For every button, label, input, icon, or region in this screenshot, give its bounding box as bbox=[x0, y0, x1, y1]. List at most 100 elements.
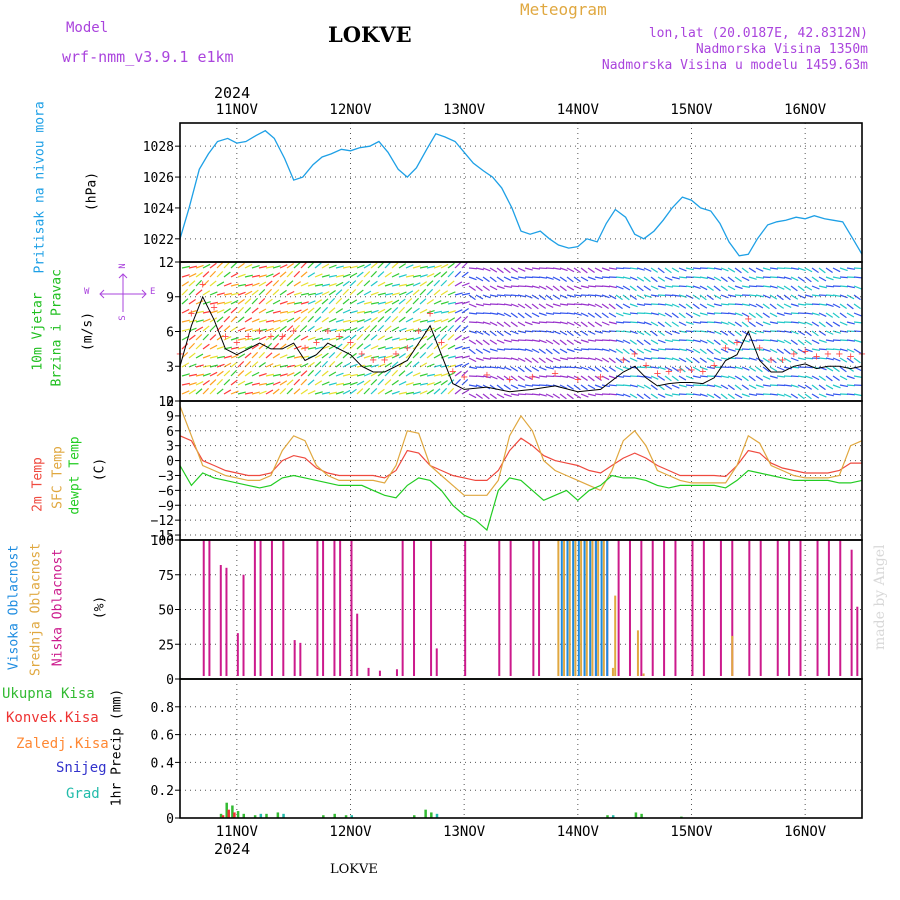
wind-barb bbox=[839, 312, 847, 319]
wind-barb bbox=[349, 299, 358, 305]
wind-barb bbox=[657, 339, 666, 344]
precip-bar bbox=[413, 815, 416, 818]
wind-barb bbox=[440, 290, 449, 296]
wind-barb bbox=[783, 339, 792, 345]
wind-barb bbox=[804, 393, 812, 400]
wind-barb bbox=[839, 321, 848, 326]
wind-gust-marker: + bbox=[460, 372, 468, 383]
wind-barb bbox=[713, 384, 722, 389]
wind-barb bbox=[811, 285, 820, 290]
wind-barb bbox=[279, 325, 287, 332]
wind-barb bbox=[769, 294, 778, 300]
wind-barb bbox=[181, 382, 190, 386]
cloud-bar bbox=[674, 540, 677, 676]
wind-barb bbox=[496, 393, 505, 399]
wind-barb bbox=[419, 328, 428, 332]
wind-barb bbox=[517, 384, 526, 388]
wind-barb bbox=[244, 381, 253, 386]
wind-barb bbox=[636, 339, 644, 346]
wind-barb bbox=[776, 321, 786, 324]
wind-barb bbox=[594, 375, 602, 382]
wind-barb bbox=[594, 330, 603, 334]
wind-barb bbox=[517, 393, 527, 396]
wind-barb bbox=[580, 321, 588, 328]
wind-barb bbox=[468, 366, 477, 370]
wind-barb bbox=[615, 285, 624, 290]
wind-barb bbox=[587, 375, 595, 382]
wind-barb bbox=[727, 393, 735, 400]
wind-barb bbox=[391, 299, 400, 305]
wind-barb bbox=[195, 353, 204, 359]
wind-barb bbox=[517, 312, 525, 319]
wind-gust-marker: + bbox=[437, 337, 445, 348]
wind-barb bbox=[426, 265, 435, 269]
wind-barb bbox=[468, 267, 478, 270]
wind-barb bbox=[286, 290, 295, 296]
wind-barb bbox=[727, 348, 736, 352]
wind-barb bbox=[419, 298, 427, 305]
wind-gust-marker: + bbox=[733, 337, 741, 348]
wind-barb bbox=[258, 274, 267, 278]
wind-gust-marker: + bbox=[221, 332, 229, 343]
wind-barb bbox=[524, 330, 534, 333]
wind-barb bbox=[685, 312, 694, 318]
legend-total-rain: Ukupna Kisa bbox=[2, 686, 95, 702]
wind-barb bbox=[349, 272, 358, 278]
cloud-bar bbox=[293, 640, 296, 676]
wind-barb bbox=[594, 366, 602, 373]
wind-barb bbox=[811, 375, 820, 381]
wind-barb bbox=[636, 348, 645, 354]
wind-barb bbox=[293, 262, 301, 269]
wind-barb bbox=[587, 330, 596, 335]
wind-barb bbox=[454, 345, 463, 350]
cloud-bar bbox=[208, 540, 211, 676]
wind-barb bbox=[300, 389, 308, 395]
wind-barb bbox=[657, 357, 667, 360]
wind-barb bbox=[279, 264, 288, 269]
y-tick-label: −6 bbox=[158, 484, 174, 499]
wind-barb bbox=[657, 267, 665, 274]
wind-barb bbox=[335, 281, 344, 287]
wind-barb bbox=[643, 303, 653, 306]
wind-barb bbox=[405, 264, 414, 269]
wind-barb bbox=[293, 270, 301, 278]
wind-barb bbox=[552, 294, 561, 300]
wind-barb bbox=[489, 348, 498, 352]
wind-barb bbox=[839, 330, 849, 333]
y-tick-label: 12 bbox=[158, 256, 174, 271]
wind-barb bbox=[769, 393, 779, 396]
wind-barb bbox=[433, 343, 441, 350]
wind-barb bbox=[209, 387, 217, 395]
wind-barb bbox=[286, 317, 295, 323]
wind-barb bbox=[265, 389, 274, 395]
wind-barb bbox=[552, 357, 561, 362]
wind-barb bbox=[685, 267, 694, 271]
wind-barb bbox=[293, 281, 302, 287]
wind-barb bbox=[377, 378, 385, 386]
wind-barb bbox=[587, 393, 596, 397]
wind-barb bbox=[594, 384, 603, 389]
wind-barb bbox=[272, 289, 280, 296]
wind-barb bbox=[286, 379, 294, 386]
wind-barb bbox=[412, 351, 420, 359]
wind-barb bbox=[573, 267, 581, 274]
wind-barb bbox=[664, 393, 673, 397]
wind-barb bbox=[734, 267, 742, 274]
wind-barb bbox=[517, 330, 526, 334]
wind-barb bbox=[608, 366, 616, 372]
wind-barb bbox=[601, 321, 610, 326]
wind-barb bbox=[650, 285, 659, 290]
wind-barb bbox=[398, 274, 407, 278]
wind-barb bbox=[391, 337, 400, 341]
wind-barb bbox=[594, 393, 604, 396]
year-bottom: 2024 bbox=[214, 840, 251, 858]
panel-frame bbox=[179, 678, 863, 819]
wind-barb bbox=[433, 264, 442, 269]
wind-barb bbox=[839, 276, 849, 279]
wind-barb bbox=[559, 276, 567, 282]
wind-barb bbox=[720, 267, 729, 272]
wind-barb bbox=[524, 294, 533, 299]
wind-barb bbox=[692, 375, 701, 379]
y-tick-label: 3 bbox=[166, 360, 174, 375]
